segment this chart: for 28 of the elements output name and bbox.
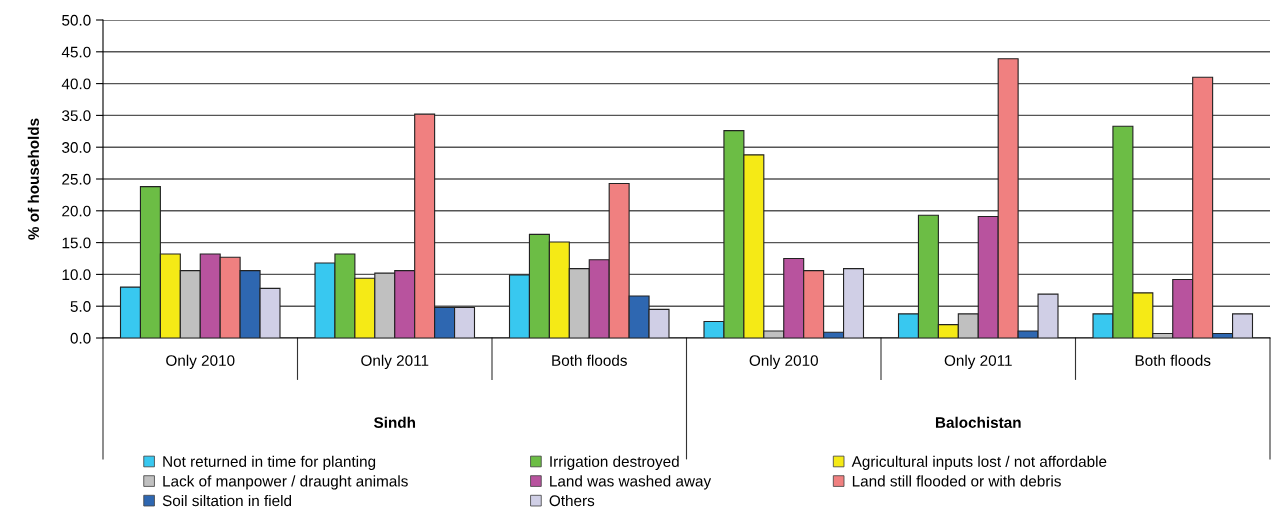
legend-label: Irrigation destroyed [550,455,679,470]
text: Sindh [373,416,416,428]
y-tick-label: 25.0 [62,173,91,185]
x-tick-label: Both floods [1135,354,1211,366]
y-tick-label: 40.0 [61,78,91,90]
x-tick-label: Both floods [552,354,627,366]
x-tick-label: Only 2011 [361,354,429,369]
y-tick-label: 15.0 [62,237,91,249]
y-tick-label: 30.0 [62,142,91,153]
legend-label: Lack of manpower / draught animals [163,475,408,490]
legend-label: Agricultural inputs lost / not affordable [851,455,1107,470]
legend-label: Soil siltation in field [162,494,292,507]
y-tick-label: 35.0 [62,110,91,122]
x-tick-label: Only 2011 [944,354,1012,369]
legend-label: Land still flooded or with debris [852,475,1061,487]
legend-label: Others [549,494,595,507]
legend-label: Land was washed away [550,475,712,490]
y-tick-label: 0.0 [70,332,91,344]
y-tick-label: 10.0 [62,269,91,281]
legend-label: Not returned in time for planting [163,455,376,470]
y-tick-label: 50.0 [62,14,91,26]
y-tick-label: 45.0 [61,46,91,58]
y-tick-label: 20.0 [62,205,91,217]
x-tick-label: Only 2010 [749,354,818,369]
x-tick-label: Only 2010 [166,354,235,369]
text: Balochistan [935,416,1021,428]
y-axis-title: % of households [27,118,39,240]
y-tick-label: 5.0 [70,301,91,312]
